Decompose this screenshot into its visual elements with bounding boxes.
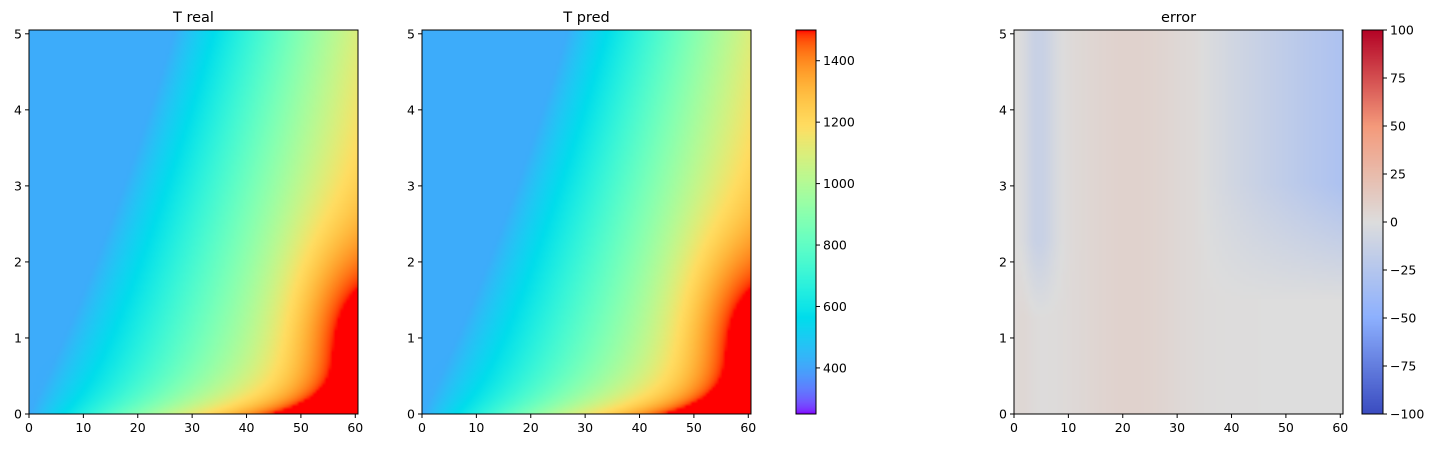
subplot-1: T real 0 10 20 30 40 50 60 0 1 2 3 4 5 (14, 10, 363, 435)
colorbar-tick-label: 100 (1390, 23, 1414, 38)
subplot-title: T pred (562, 10, 609, 26)
x-tick-label: 40 (1224, 420, 1240, 435)
colorbar: 400 600 800 1000 1200 1400 (795, 29, 855, 415)
colorbar-tick-label: 0 (1390, 215, 1398, 230)
x-tick-label: 60 (347, 420, 363, 435)
y-tick-label: 3 (407, 178, 415, 193)
colorbar-tick-label: 600 (823, 299, 847, 314)
axes-frame (28, 29, 359, 415)
colorbar-tick-label: 25 (1390, 167, 1406, 182)
x-tick-label: 30 (1169, 420, 1185, 435)
colorbar: −100 −75 −50 −25 0 25 50 75 100 (1361, 23, 1424, 422)
colorbar-tick-label: −25 (1390, 263, 1416, 278)
x-tick-label: 50 (1278, 420, 1294, 435)
x-tick-label: 40 (632, 420, 648, 435)
colorbar-frame (795, 29, 817, 415)
x-tick-label: 60 (740, 420, 756, 435)
x-tick-label: 10 (75, 420, 91, 435)
y-tick-label: 1 (999, 330, 1007, 345)
x-tick-label: 60 (1332, 420, 1348, 435)
y-tick-label: 5 (999, 26, 1007, 41)
y-tick-label: 2 (999, 254, 1007, 269)
x-tick-label: 30 (577, 420, 593, 435)
y-tick-label: 1 (14, 330, 22, 345)
y-tick-label: 4 (14, 102, 22, 117)
subplot-title: error (1161, 10, 1196, 26)
colorbar-gradient (796, 30, 816, 414)
subplot-title: T real (172, 10, 214, 26)
heatmap-image (422, 30, 751, 414)
y-tick-label: 4 (999, 102, 1007, 117)
colorbar-tick-label: 400 (823, 360, 847, 375)
x-tick-label: 10 (468, 420, 484, 435)
x-tick-label: 20 (1115, 420, 1131, 435)
axes-frame (1013, 29, 1344, 415)
heatmap-image (1014, 30, 1343, 414)
colorbar-tick-label: −75 (1390, 359, 1416, 374)
colorbar-tick-label: 800 (823, 238, 847, 253)
y-tick-label: 0 (999, 407, 1007, 422)
y-tick-label: 4 (407, 102, 415, 117)
y-tick-label: 5 (14, 26, 22, 41)
colorbar-tick-label: 1200 (823, 115, 855, 130)
y-tick-label: 0 (14, 407, 22, 422)
axes-frame (421, 29, 752, 415)
x-tick-label: 50 (686, 420, 702, 435)
colorbar-tick-label: −100 (1390, 407, 1424, 422)
x-tick-label: 50 (293, 420, 309, 435)
y-tick-label: 2 (407, 254, 415, 269)
x-tick-label: 30 (184, 420, 200, 435)
x-tick-label: 20 (523, 420, 539, 435)
y-tick-label: 3 (999, 178, 1007, 193)
x-tick-label: 0 (418, 420, 426, 435)
x-tick-label: 40 (239, 420, 255, 435)
colorbar-gradient (1362, 30, 1383, 414)
y-tick-label: 1 (407, 330, 415, 345)
y-tick-label: 0 (407, 407, 415, 422)
colorbar-tick-label: 1000 (823, 176, 855, 191)
colorbar-tick-label: −50 (1390, 311, 1416, 326)
colorbar-tick-label: 75 (1390, 71, 1406, 86)
x-tick-label: 10 (1060, 420, 1076, 435)
colorbar-tick-label: 1400 (823, 53, 855, 68)
x-tick-label: 0 (1010, 420, 1018, 435)
colorbar-tick-label: 50 (1390, 119, 1406, 134)
y-tick-label: 3 (14, 178, 22, 193)
x-tick-label: 20 (130, 420, 146, 435)
y-tick-label: 5 (407, 26, 415, 41)
subplot-2: T pred 0 10 20 30 40 50 60 0 1 2 3 4 5 (407, 10, 756, 435)
x-tick-label: 0 (25, 420, 33, 435)
heatmap-image (29, 30, 358, 414)
subplot-3: error 0 10 20 30 40 50 60 0 1 2 3 4 5 (999, 10, 1348, 435)
y-tick-label: 2 (14, 254, 22, 269)
